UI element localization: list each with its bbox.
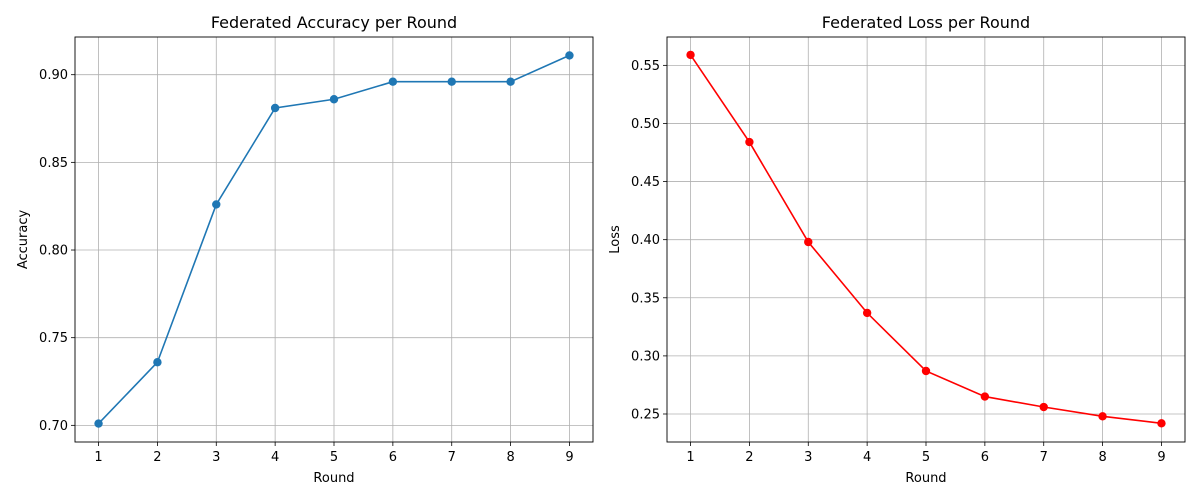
y-tick-label: 0.85 (39, 156, 68, 171)
data-point (212, 200, 221, 209)
y-tick-label: 0.55 (631, 59, 660, 74)
data-point (862, 308, 872, 318)
data-point (270, 103, 280, 113)
chart-panel-2: 1 2 3 4 5 6 7 8 9 0.25 0.30 0.35 0.40 0.45 0.50 0.55 Fed… (608, 13, 1186, 486)
axes-frame (74, 36, 594, 443)
data-point (745, 137, 754, 147)
y-axis-label: Loss (608, 225, 623, 254)
data-point (506, 77, 515, 86)
chart-panel-1: 1 2 3 4 5 6 7 8 9 0.70 0.75 0.80 0.85 0.90 Federated A… (16, 13, 594, 486)
x-tick-label: 3 (212, 450, 220, 465)
data-point (565, 51, 574, 60)
data-point (686, 50, 695, 60)
y-tick-label: 0.25 (631, 407, 660, 422)
x-tick-label: 1 (686, 450, 694, 465)
axes-frame (666, 36, 1186, 443)
x-tick-label: 6 (981, 450, 989, 465)
chart-title: Federated Loss per Round (822, 13, 1030, 32)
y-tick-label: 0.90 (39, 68, 68, 83)
x-tick-label: 9 (1157, 450, 1165, 465)
x-tick-label: 2 (153, 450, 161, 465)
x-tick-label: 9 (565, 450, 573, 465)
x-tick-label: 6 (389, 450, 397, 465)
data-point (1157, 419, 1166, 428)
data-point (153, 358, 162, 367)
y-tick-label: 0.75 (39, 331, 68, 346)
x-tick-label: 4 (863, 450, 871, 465)
y-tick-label: 0.35 (631, 291, 660, 306)
data-point (1039, 402, 1048, 412)
x-tick-label: 8 (506, 450, 514, 465)
x-tick-label: 7 (1040, 450, 1048, 465)
data-point (447, 77, 456, 86)
y-tick-label: 0.30 (631, 349, 660, 364)
y-axis-label: Accuracy (16, 210, 31, 270)
y-tick-label: 0.45 (631, 175, 660, 190)
x-axis-label: Round (905, 471, 946, 486)
data-point (804, 237, 813, 247)
y-tick-label: 0.50 (631, 117, 660, 132)
x-tick-label: 5 (922, 450, 930, 465)
x-axis-label: Round (313, 471, 354, 486)
y-tick-label: 0.40 (631, 233, 660, 248)
data-point (388, 77, 398, 86)
data-point (329, 95, 339, 104)
data-point (921, 366, 931, 376)
x-tick-label: 8 (1098, 450, 1106, 465)
y-tick-label: 0.70 (39, 419, 68, 434)
data-point (94, 419, 103, 428)
y-tick-label: 0.80 (39, 244, 68, 259)
data-point (1098, 412, 1107, 421)
chart-title: Federated Accuracy per Round (211, 13, 457, 32)
x-tick-label: 4 (271, 450, 279, 465)
x-tick-label: 2 (745, 450, 753, 465)
x-tick-label: 1 (94, 450, 102, 465)
x-tick-label: 3 (804, 450, 812, 465)
x-tick-label: 7 (448, 450, 456, 465)
data-point (980, 392, 990, 401)
x-tick-label: 5 (330, 450, 338, 465)
